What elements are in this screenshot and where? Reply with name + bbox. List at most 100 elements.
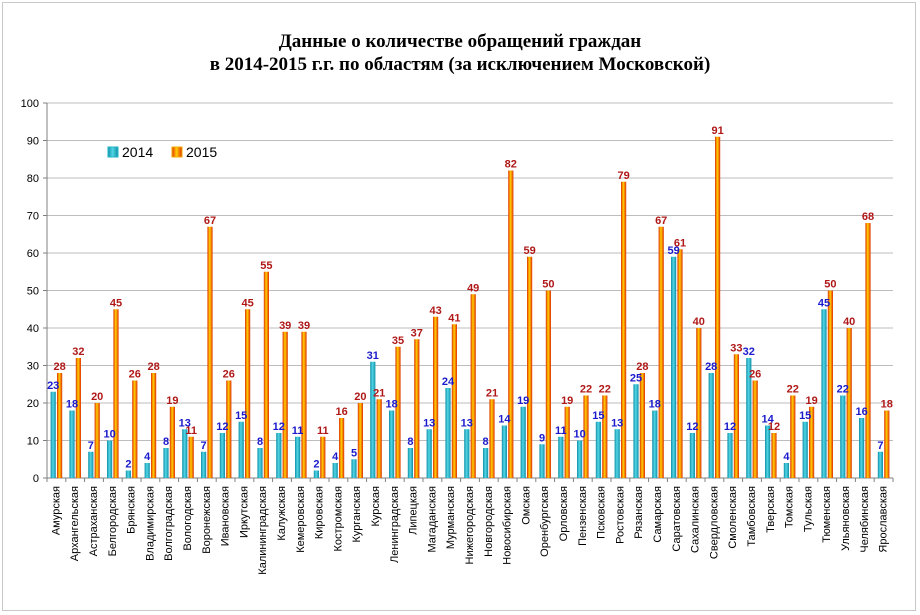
gridlines: [47, 102, 893, 479]
data-label-2015: 33: [730, 342, 742, 354]
category-label: Калужская: [276, 486, 288, 541]
bar-2015: [527, 256, 533, 478]
bar-2015: [263, 271, 269, 478]
bar-2014: [877, 451, 883, 478]
category-label: Тамбовская: [746, 486, 758, 547]
category-label: Костромская: [332, 486, 344, 552]
category-label: Новгородская: [483, 486, 495, 557]
bar-2015: [376, 399, 382, 478]
bar-2015: [470, 294, 476, 478]
bar-2015: [433, 316, 439, 478]
data-label-2015: 82: [505, 159, 517, 171]
bar-2014: [163, 448, 169, 478]
bar-2015: [639, 373, 645, 478]
bar-2015: [508, 170, 514, 478]
data-label-2015: 11: [185, 425, 197, 437]
bar-2014: [69, 410, 75, 478]
category-label: Челябинская: [859, 486, 871, 553]
category-label: Рязанская: [633, 486, 645, 539]
bar-2014: [407, 448, 413, 478]
data-label-2015: 49: [467, 282, 479, 294]
bar-2014: [859, 418, 865, 478]
data-label-2014: 13: [179, 417, 191, 429]
category-label: Липецкая: [408, 486, 420, 535]
bar-2015: [715, 136, 721, 478]
data-label-2014: 4: [783, 451, 790, 463]
data-label-2014: 8: [257, 436, 263, 448]
data-label-2014: 19: [517, 395, 529, 407]
category-label: Ярославская: [878, 486, 890, 553]
category-label: Орловская: [558, 486, 570, 541]
y-tick-label: 70: [27, 211, 39, 223]
category-label: Тверская: [765, 486, 777, 533]
bar-2014: [671, 256, 677, 478]
bar-2015: [169, 406, 175, 478]
data-label-2015: 45: [110, 297, 122, 309]
category-label: Сахалинская: [690, 486, 702, 553]
data-label-2015: 26: [223, 369, 235, 381]
y-tick-label: 60: [27, 248, 39, 260]
data-label-2015: 50: [542, 279, 554, 291]
data-label-2014: 22: [837, 384, 849, 396]
bar-2015: [414, 339, 420, 478]
category-label: Саратовская: [671, 486, 683, 552]
data-label-2015: 21: [486, 387, 498, 399]
data-label-2015: 32: [72, 346, 84, 358]
y-tick-label: 40: [27, 323, 39, 335]
bar-2015: [282, 331, 288, 478]
data-label-2014: 24: [442, 376, 455, 388]
data-label-2014: 4: [144, 451, 151, 463]
data-label-2015: 45: [241, 297, 253, 309]
data-label-2014: 59: [667, 245, 679, 257]
bar-2015: [545, 290, 551, 478]
bar-2015: [245, 309, 251, 478]
data-label-2015: 21: [373, 387, 385, 399]
bar-2015: [301, 331, 307, 478]
data-label-2015: 67: [204, 215, 216, 227]
data-label-2014: 14: [761, 414, 774, 426]
data-label-2015: 11: [317, 425, 329, 437]
data-label-2015: 26: [129, 369, 141, 381]
data-label-2014: 23: [47, 380, 59, 392]
bar-2015: [132, 380, 138, 478]
data-label-2014: 7: [201, 440, 207, 452]
bar-2015: [846, 328, 852, 478]
category-label: Ростовская: [614, 486, 626, 544]
bar-2014: [125, 470, 131, 478]
bar-2014: [276, 433, 282, 478]
data-label-2014: 2: [125, 459, 131, 471]
bar-2014: [577, 440, 583, 478]
category-label: Ленинградская: [389, 486, 401, 563]
category-label: Курская: [370, 486, 382, 527]
category-label: Ульяновская: [840, 486, 852, 551]
chart-title-line-2: в 2014-2015 г.г. по областям (за исключе…: [209, 54, 711, 75]
bar-2014: [332, 463, 338, 478]
data-label-2015: 91: [711, 125, 723, 137]
data-label-2014: 10: [573, 429, 585, 441]
data-label-2014: 8: [483, 436, 489, 448]
bar-2014: [144, 463, 150, 478]
bar-2014: [295, 436, 301, 478]
bar-2015: [151, 373, 157, 478]
data-label-2014: 13: [611, 417, 623, 429]
bar-2014: [821, 309, 827, 478]
data-label-2015: 43: [429, 305, 441, 317]
data-label-2014: 9: [539, 432, 545, 444]
y-tick-label: 50: [27, 286, 39, 298]
category-label: Брянская: [126, 486, 138, 534]
bar-2015: [790, 395, 796, 478]
bar-2015: [809, 406, 815, 478]
bar-2014: [238, 421, 244, 478]
data-label-2014: 5: [351, 447, 357, 459]
y-tick-label: 80: [27, 173, 39, 185]
category-label: Омская: [520, 486, 532, 525]
bar-2014: [727, 433, 733, 478]
legend-label-2014: 2014: [122, 144, 153, 160]
data-label-2014: 8: [163, 436, 169, 448]
data-label-2014: 15: [235, 410, 247, 422]
bar-2015: [658, 226, 664, 478]
data-label-2015: 41: [448, 312, 460, 324]
bar-2014: [464, 429, 470, 478]
bar-2015: [733, 354, 739, 478]
